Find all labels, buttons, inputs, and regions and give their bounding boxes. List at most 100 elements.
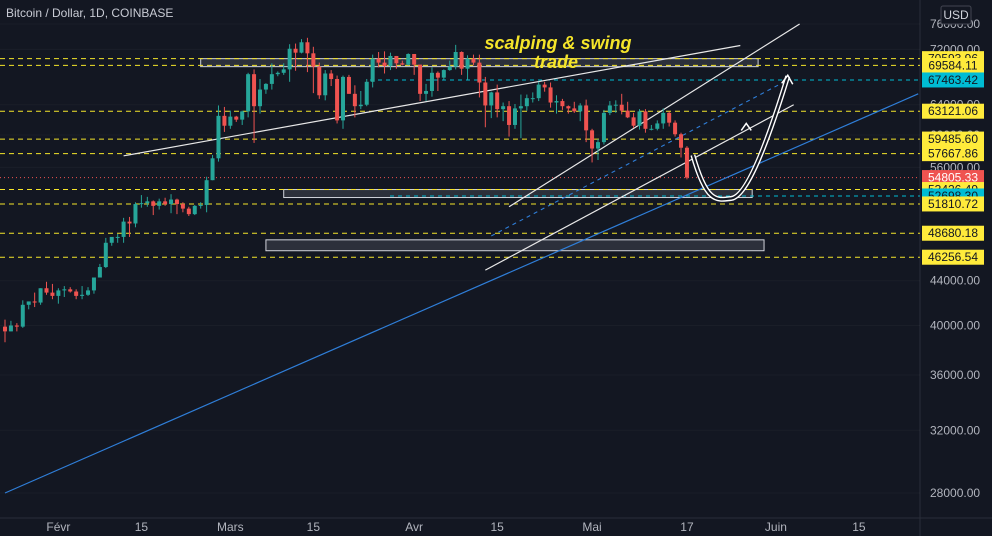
candle-body-97[interactable] <box>572 108 577 112</box>
candle-body-80[interactable] <box>471 58 476 63</box>
price-tag-7[interactable] <box>922 170 984 186</box>
candle-body-107[interactable] <box>631 117 636 126</box>
candle-body-72[interactable] <box>424 90 429 94</box>
candle-body-27[interactable] <box>157 201 162 206</box>
candle-body-32[interactable] <box>186 208 191 215</box>
candle-body-17[interactable] <box>97 267 102 278</box>
candle-body-89[interactable] <box>524 98 529 107</box>
candle-body-112[interactable] <box>661 112 666 124</box>
candle-body-64[interactable] <box>376 58 381 63</box>
candle-body-92[interactable] <box>542 84 547 88</box>
candle-body-29[interactable] <box>169 199 174 205</box>
candle-body-109[interactable] <box>643 111 648 129</box>
candle-body-39[interactable] <box>228 116 233 126</box>
candle-body-58[interactable] <box>341 76 346 121</box>
candle-body-62[interactable] <box>364 81 369 105</box>
candle-body-50[interactable] <box>293 48 298 53</box>
candle-body-88[interactable] <box>518 106 523 109</box>
candle-body-20[interactable] <box>115 236 120 238</box>
candle-body-42[interactable] <box>246 74 251 112</box>
candle-body-94[interactable] <box>554 101 559 103</box>
candle-body-6[interactable] <box>32 301 37 303</box>
candle-body-7[interactable] <box>38 288 43 303</box>
candle-body-61[interactable] <box>358 104 363 107</box>
candle-body-106[interactable] <box>625 110 630 118</box>
price-tag-6[interactable] <box>922 146 984 162</box>
candle-body-57[interactable] <box>335 79 340 121</box>
candle-body-76[interactable] <box>447 66 452 71</box>
candle-body-96[interactable] <box>566 106 571 109</box>
candle-body-98[interactable] <box>578 105 583 112</box>
candle-body-100[interactable] <box>590 130 595 149</box>
candle-body-110[interactable] <box>649 128 654 130</box>
candle-body-63[interactable] <box>370 58 375 82</box>
candle-body-15[interactable] <box>86 290 91 295</box>
candle-body-34[interactable] <box>198 204 203 206</box>
candle-body-91[interactable] <box>536 84 541 99</box>
currency-badge[interactable] <box>940 5 972 25</box>
candle-body-53[interactable] <box>311 53 316 67</box>
price-tag-12[interactable] <box>922 249 984 265</box>
candle-body-4[interactable] <box>20 304 25 327</box>
candle-body-60[interactable] <box>352 93 357 107</box>
candle-body-85[interactable] <box>501 106 506 110</box>
candle-body-115[interactable] <box>679 134 684 148</box>
candle-body-84[interactable] <box>495 92 500 110</box>
candle-body-69[interactable] <box>406 53 411 65</box>
candle-body-46[interactable] <box>269 74 274 84</box>
candle-body-116[interactable] <box>684 147 689 178</box>
candle-body-41[interactable] <box>240 111 245 120</box>
candle-body-8[interactable] <box>44 288 49 293</box>
price-tag-3[interactable] <box>922 72 984 88</box>
zone-3[interactable] <box>265 239 765 252</box>
price-tag-10[interactable] <box>922 196 984 212</box>
candle-body-5[interactable] <box>26 301 31 305</box>
candle-body-45[interactable] <box>263 83 268 90</box>
candle-body-2[interactable] <box>8 325 13 332</box>
candle-body-65[interactable] <box>382 62 387 66</box>
candle-body-55[interactable] <box>323 73 328 96</box>
candle-body-12[interactable] <box>68 289 73 292</box>
candle-body-73[interactable] <box>429 72 434 91</box>
candle-body-87[interactable] <box>512 108 517 125</box>
candle-body-104[interactable] <box>613 104 618 106</box>
candle-body-108[interactable] <box>637 111 642 126</box>
price-tag-2[interactable] <box>922 57 984 73</box>
candle-body-21[interactable] <box>121 221 126 237</box>
candle-body-13[interactable] <box>74 291 79 296</box>
candle-body-81[interactable] <box>477 62 482 83</box>
candle-body-105[interactable] <box>619 104 624 111</box>
time-axis[interactable]: Févr 15 Mars 15 Avr 15 Mai 17 Juin 15 <box>46 520 866 534</box>
trendline-dashed-blue[interactable] <box>491 82 783 237</box>
candle-body-11[interactable] <box>62 289 67 291</box>
candle-body-93[interactable] <box>548 87 553 103</box>
trendline-2[interactable] <box>508 23 800 208</box>
candle-body-86[interactable] <box>507 106 512 125</box>
candle-body-22[interactable] <box>127 221 132 224</box>
candle-body-40[interactable] <box>234 116 239 120</box>
candle-body-23[interactable] <box>133 204 138 224</box>
candle-body-26[interactable] <box>151 201 156 206</box>
candle-body-18[interactable] <box>103 242 108 268</box>
candle-body-48[interactable] <box>281 69 286 73</box>
candle-body-24[interactable] <box>139 203 144 205</box>
candle-body-43[interactable] <box>252 74 257 107</box>
candle-body-30[interactable] <box>174 199 179 205</box>
symbol-title[interactable]: Bitcoin / Dollar, 1D, COINBASE <box>6 6 173 20</box>
price-tag-4[interactable] <box>922 103 984 119</box>
candle-body-33[interactable] <box>192 205 197 215</box>
candle-body-51[interactable] <box>299 42 304 53</box>
candle-body-74[interactable] <box>435 72 440 78</box>
candle-body-31[interactable] <box>180 204 185 209</box>
candle-body-37[interactable] <box>216 115 221 159</box>
candle-body-56[interactable] <box>329 73 334 80</box>
candle-body-59[interactable] <box>346 76 351 94</box>
price-tag-11[interactable] <box>922 225 984 241</box>
candle-body-44[interactable] <box>257 89 262 107</box>
candle-body-77[interactable] <box>453 52 458 67</box>
candle-body-90[interactable] <box>530 98 535 100</box>
candle-body-19[interactable] <box>109 236 114 243</box>
candle-body-1[interactable] <box>3 326 7 332</box>
trendline-3[interactable] <box>485 104 794 271</box>
